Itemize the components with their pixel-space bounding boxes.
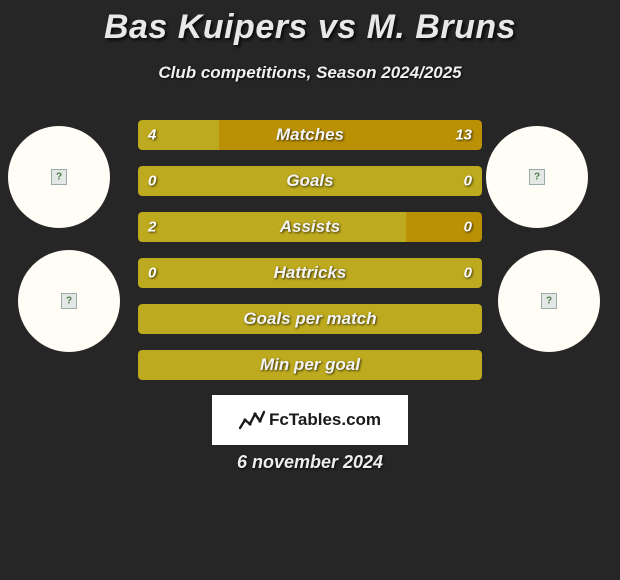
stat-row: Assists20 bbox=[138, 212, 482, 242]
stat-value-right: 13 bbox=[455, 127, 472, 144]
stats-comparison: Matches413Goals00Assists20Hattricks00Goa… bbox=[138, 120, 482, 396]
image-placeholder-icon bbox=[529, 169, 545, 185]
stat-value-right: 0 bbox=[464, 173, 472, 190]
stat-row: Goals00 bbox=[138, 166, 482, 196]
stat-value-right: 0 bbox=[464, 219, 472, 236]
player1-club-avatar bbox=[8, 126, 110, 228]
stat-row: Hattricks00 bbox=[138, 258, 482, 288]
player1-photo-avatar bbox=[18, 250, 120, 352]
stat-row: Matches413 bbox=[138, 120, 482, 150]
subtitle: Club competitions, Season 2024/2025 bbox=[0, 63, 620, 83]
stat-row: Goals per match bbox=[138, 304, 482, 334]
stat-bar-right bbox=[219, 120, 482, 150]
branding-badge: FcTables.com bbox=[212, 395, 408, 445]
stat-bar-left bbox=[138, 212, 406, 242]
stat-bar-full bbox=[138, 304, 482, 334]
stat-value-right: 0 bbox=[464, 265, 472, 282]
image-placeholder-icon bbox=[61, 293, 77, 309]
page-title: Bas Kuipers vs M. Bruns bbox=[0, 0, 620, 47]
stat-value-left: 0 bbox=[148, 173, 156, 190]
stat-bar-full bbox=[138, 166, 482, 196]
stat-value-left: 2 bbox=[148, 219, 156, 236]
branding-logo-icon bbox=[239, 408, 265, 432]
stat-bar-full bbox=[138, 350, 482, 380]
image-placeholder-icon bbox=[51, 169, 67, 185]
stat-row: Min per goal bbox=[138, 350, 482, 380]
branding-text: FcTables.com bbox=[269, 410, 381, 430]
stat-value-left: 0 bbox=[148, 265, 156, 282]
image-placeholder-icon bbox=[541, 293, 557, 309]
stat-value-left: 4 bbox=[148, 127, 156, 144]
stat-bar-full bbox=[138, 258, 482, 288]
player2-photo-avatar bbox=[498, 250, 600, 352]
date-label: 6 november 2024 bbox=[0, 452, 620, 473]
player2-club-avatar bbox=[486, 126, 588, 228]
